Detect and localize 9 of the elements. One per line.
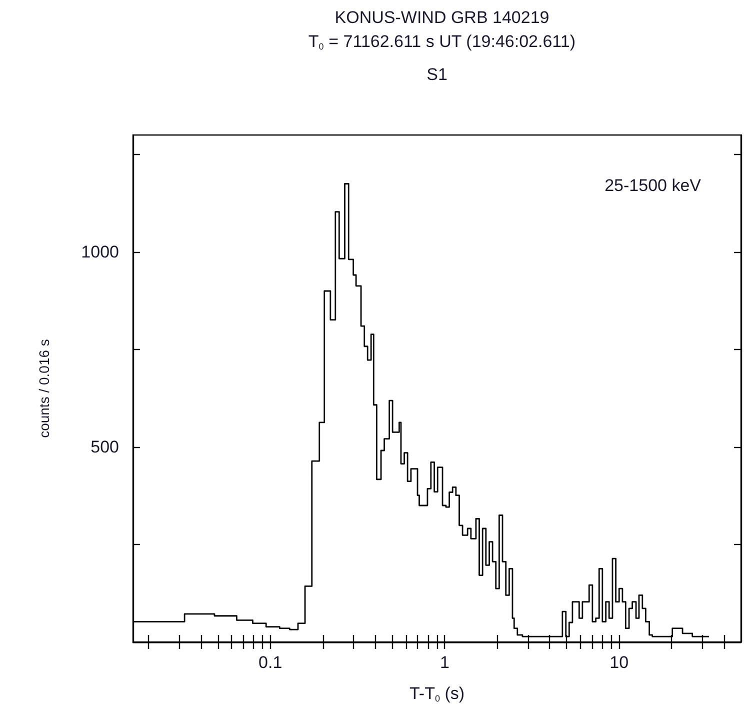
y-tick-label: 500 [90,438,119,456]
chart-title: KONUS-WIND GRB 140219 [334,8,550,27]
y-axis-title: counts / 0.016 s [36,339,52,438]
x-tick-label: 1 [440,653,450,672]
annotation: 25-1500 keV [604,176,702,195]
x-tick-label: 0.1 [258,653,282,672]
x-tick-label: 10 [610,653,629,672]
text: S1 [426,65,448,84]
y-tick-label: 1000 [81,242,119,262]
